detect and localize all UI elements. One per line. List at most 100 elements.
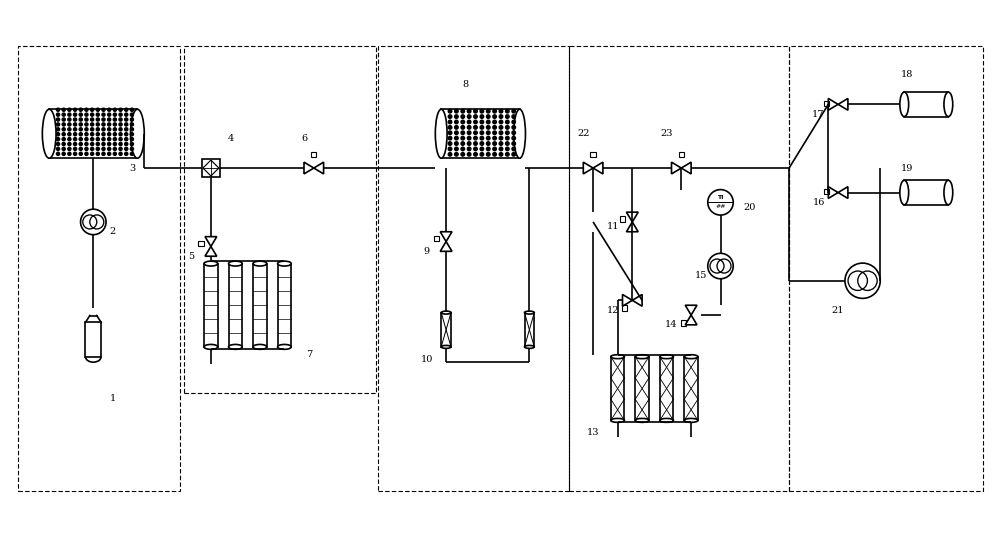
Circle shape <box>85 138 88 140</box>
Circle shape <box>96 143 99 146</box>
Circle shape <box>493 131 496 135</box>
Circle shape <box>512 120 515 124</box>
Bar <box>635 356 649 420</box>
Circle shape <box>455 147 458 151</box>
Bar <box>824 189 829 194</box>
Circle shape <box>486 147 490 151</box>
Circle shape <box>119 118 122 121</box>
Ellipse shape <box>944 92 953 117</box>
Circle shape <box>455 153 458 156</box>
Circle shape <box>74 108 77 111</box>
Circle shape <box>499 142 503 145</box>
Text: 11: 11 <box>606 222 619 232</box>
Circle shape <box>486 125 490 129</box>
Circle shape <box>448 131 452 135</box>
Circle shape <box>91 138 94 140</box>
Circle shape <box>493 125 496 129</box>
Circle shape <box>96 128 99 131</box>
Text: 8: 8 <box>463 80 469 89</box>
Circle shape <box>499 147 503 151</box>
Bar <box>434 236 439 241</box>
Circle shape <box>130 118 133 121</box>
Circle shape <box>474 147 477 151</box>
Circle shape <box>62 143 65 146</box>
Ellipse shape <box>204 261 218 266</box>
Ellipse shape <box>611 355 624 359</box>
Ellipse shape <box>524 345 534 348</box>
Circle shape <box>56 128 60 131</box>
Circle shape <box>125 138 128 140</box>
Bar <box>441 109 520 158</box>
Circle shape <box>125 113 128 116</box>
Ellipse shape <box>684 419 698 422</box>
Circle shape <box>108 123 111 126</box>
Circle shape <box>125 108 128 111</box>
Circle shape <box>113 152 116 155</box>
Ellipse shape <box>253 261 267 266</box>
Circle shape <box>480 147 484 151</box>
Text: 1: 1 <box>110 394 116 403</box>
Circle shape <box>474 120 477 124</box>
Text: TI: TI <box>717 195 724 200</box>
Text: 17: 17 <box>812 110 825 118</box>
Circle shape <box>448 115 452 118</box>
Circle shape <box>461 136 465 140</box>
Text: 10: 10 <box>420 355 433 363</box>
Bar <box>620 217 625 222</box>
Circle shape <box>480 142 484 145</box>
Text: 9: 9 <box>423 247 430 256</box>
Bar <box>611 356 624 420</box>
Circle shape <box>455 109 458 113</box>
Circle shape <box>96 123 99 126</box>
Circle shape <box>119 108 122 111</box>
Bar <box>311 152 316 157</box>
Circle shape <box>62 138 65 140</box>
Circle shape <box>91 123 94 126</box>
Ellipse shape <box>900 92 909 117</box>
Circle shape <box>102 133 105 136</box>
Bar <box>85 322 101 356</box>
Circle shape <box>486 115 490 118</box>
Circle shape <box>79 138 82 140</box>
Circle shape <box>91 147 94 151</box>
Circle shape <box>448 147 452 151</box>
Ellipse shape <box>635 419 649 422</box>
Circle shape <box>79 118 82 121</box>
Ellipse shape <box>131 109 144 158</box>
Circle shape <box>130 133 133 136</box>
Circle shape <box>512 109 515 113</box>
Text: 3: 3 <box>129 163 136 173</box>
Circle shape <box>493 153 496 156</box>
Text: 23: 23 <box>660 129 673 138</box>
Text: 6: 6 <box>301 134 307 143</box>
Circle shape <box>455 125 458 129</box>
Circle shape <box>493 147 496 151</box>
Bar <box>679 152 684 157</box>
Circle shape <box>108 147 111 151</box>
Circle shape <box>467 115 471 118</box>
Bar <box>660 356 673 420</box>
Circle shape <box>486 120 490 124</box>
Bar <box>49 109 137 158</box>
Circle shape <box>62 152 65 155</box>
Ellipse shape <box>435 109 447 158</box>
Circle shape <box>467 125 471 129</box>
Ellipse shape <box>660 419 673 422</box>
Circle shape <box>130 138 133 140</box>
Circle shape <box>467 147 471 151</box>
Circle shape <box>499 115 503 118</box>
Circle shape <box>493 142 496 145</box>
Text: 16: 16 <box>812 198 825 207</box>
Circle shape <box>102 143 105 146</box>
Circle shape <box>455 136 458 140</box>
Circle shape <box>108 138 111 140</box>
Bar <box>184 46 376 393</box>
Text: 12: 12 <box>606 306 619 315</box>
Circle shape <box>85 123 88 126</box>
Circle shape <box>56 147 60 151</box>
Ellipse shape <box>441 311 451 314</box>
Ellipse shape <box>229 345 242 349</box>
Circle shape <box>62 133 65 136</box>
Ellipse shape <box>944 180 953 205</box>
Circle shape <box>486 136 490 140</box>
